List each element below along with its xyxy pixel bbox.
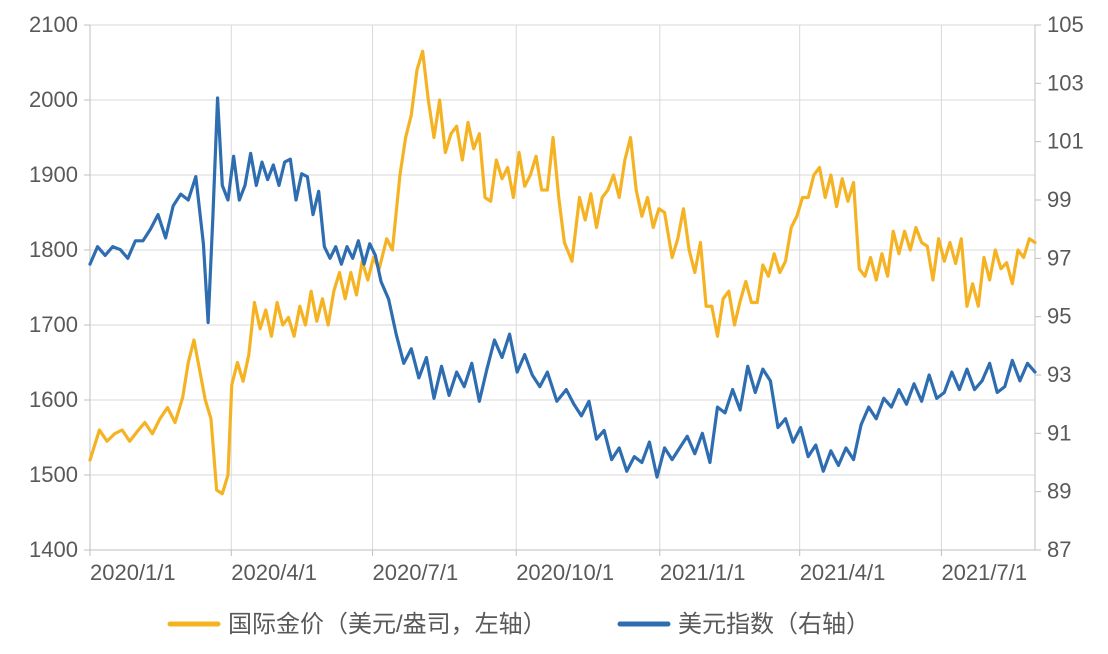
- svg-text:2100: 2100: [29, 12, 78, 37]
- svg-text:2020/1/1: 2020/1/1: [90, 560, 176, 585]
- dual-axis-line-chart: 1400 1500 1600 1700 1800 1900 2000 2100 87 89 91 93…: [0, 0, 1108, 654]
- svg-text:105: 105: [1047, 12, 1084, 37]
- legend: 国际金价（美元/盎司，左轴） 美元指数（右轴）: [170, 611, 870, 638]
- legend-label: 美元指数（右轴）: [678, 611, 870, 638]
- svg-text:2020/10/1: 2020/10/1: [516, 560, 614, 585]
- svg-text:2020/4/1: 2020/4/1: [231, 560, 317, 585]
- svg-text:1400: 1400: [29, 537, 78, 562]
- svg-text:2021/7/1: 2021/7/1: [941, 560, 1027, 585]
- svg-text:2021/4/1: 2021/4/1: [800, 560, 886, 585]
- svg-text:1900: 1900: [29, 162, 78, 187]
- chart-container: 1400 1500 1600 1700 1800 1900 2000 2100 87 89 91 93…: [0, 0, 1108, 654]
- svg-text:1700: 1700: [29, 312, 78, 337]
- svg-text:91: 91: [1047, 420, 1071, 445]
- svg-text:1800: 1800: [29, 237, 78, 262]
- svg-text:87: 87: [1047, 537, 1071, 562]
- svg-text:1600: 1600: [29, 387, 78, 412]
- svg-text:2020/7/1: 2020/7/1: [373, 560, 459, 585]
- svg-text:1500: 1500: [29, 462, 78, 487]
- svg-text:101: 101: [1047, 129, 1084, 154]
- svg-text:95: 95: [1047, 304, 1071, 329]
- svg-text:2021/1/1: 2021/1/1: [660, 560, 746, 585]
- svg-text:97: 97: [1047, 245, 1071, 270]
- svg-text:89: 89: [1047, 479, 1071, 504]
- svg-text:2000: 2000: [29, 87, 78, 112]
- svg-text:103: 103: [1047, 70, 1084, 95]
- svg-text:93: 93: [1047, 362, 1071, 387]
- svg-text:99: 99: [1047, 187, 1071, 212]
- legend-label: 国际金价（美元/盎司，左轴）: [228, 611, 547, 638]
